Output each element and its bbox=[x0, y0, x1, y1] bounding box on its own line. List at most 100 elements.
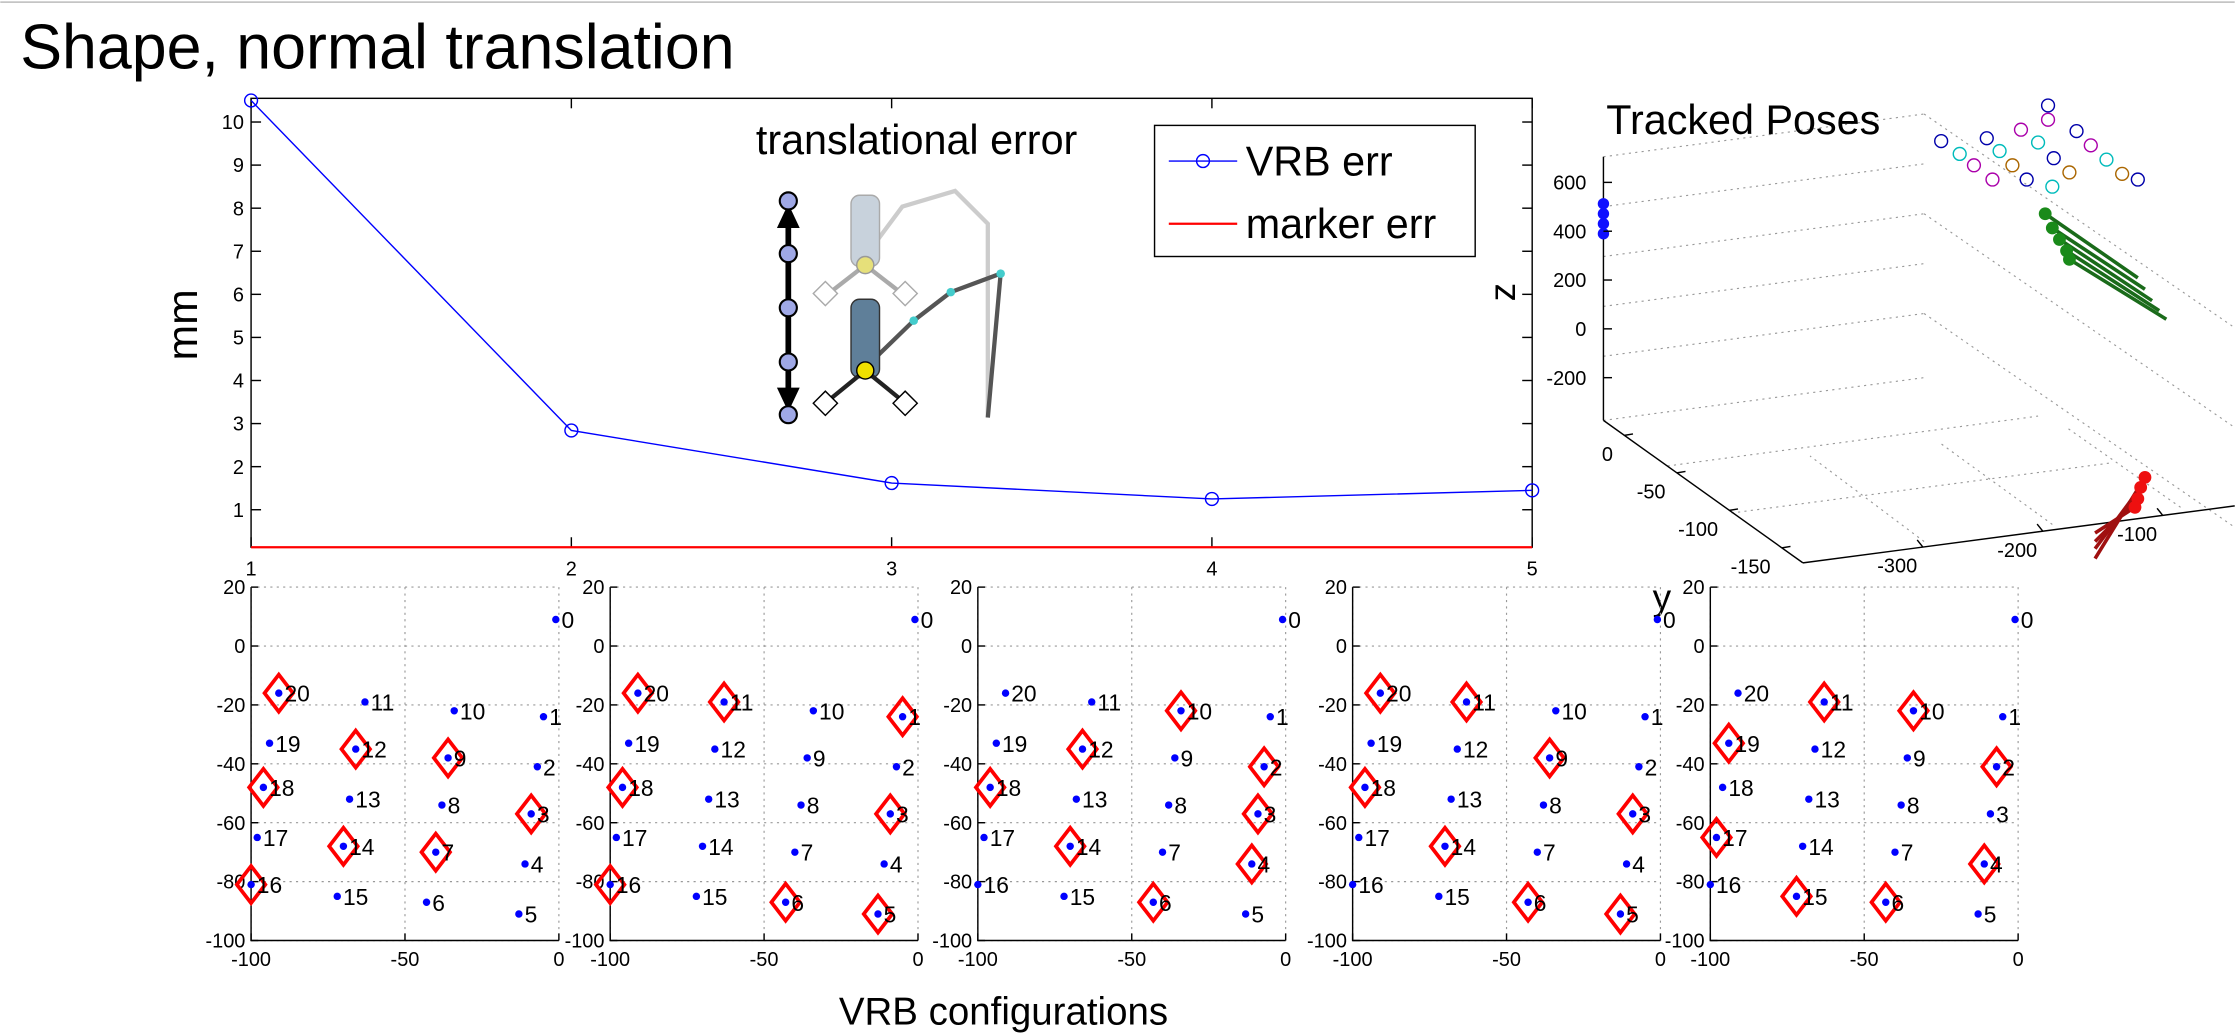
highlight-diamond bbox=[514, 792, 548, 836]
x-tick-label: -50 bbox=[391, 949, 420, 971]
data-point bbox=[612, 833, 621, 842]
data-point bbox=[781, 898, 790, 906]
point-label: 14 bbox=[1076, 834, 1102, 860]
highlight-diamond bbox=[1699, 815, 1734, 860]
data-point bbox=[1355, 833, 1363, 842]
data-point bbox=[1525, 483, 1540, 498]
point-label: 7 bbox=[1901, 840, 1914, 866]
point-label: 11 bbox=[730, 690, 754, 716]
data-point bbox=[1635, 763, 1643, 771]
highlight-diamond bbox=[973, 765, 1007, 809]
data-point bbox=[884, 475, 899, 491]
highlight-diamond bbox=[769, 880, 803, 924]
point-label: 9 bbox=[454, 745, 467, 771]
x-tick-label: -100 bbox=[1678, 519, 1718, 541]
data-point bbox=[1909, 707, 1918, 715]
point-label: 20 bbox=[1011, 681, 1036, 707]
highlight-diamond bbox=[1967, 842, 2001, 886]
data-point bbox=[1718, 783, 1727, 792]
data-point bbox=[1712, 833, 1721, 842]
legend-box bbox=[1153, 124, 1476, 258]
point-label: 20 bbox=[644, 681, 669, 707]
highlight-diamond bbox=[861, 892, 895, 936]
data-point bbox=[898, 712, 907, 721]
y-tick-label: -20 bbox=[576, 695, 605, 717]
point-label: 8 bbox=[807, 793, 820, 819]
data-point bbox=[1453, 745, 1461, 753]
point-label: 10 bbox=[1561, 698, 1586, 724]
data-point bbox=[1278, 615, 1287, 624]
x-tick-label: 2 bbox=[566, 559, 577, 581]
z-axis-label: z bbox=[1481, 283, 1523, 302]
data-point bbox=[1367, 739, 1375, 747]
point-label: 12 bbox=[1821, 737, 1846, 763]
data-point bbox=[1376, 689, 1385, 697]
z-tick-label: 600 bbox=[1553, 173, 1586, 195]
point-label: 4 bbox=[1632, 852, 1645, 878]
axis-line bbox=[250, 587, 559, 942]
point-label: 14 bbox=[1451, 834, 1477, 860]
highlight-diamond bbox=[1712, 721, 1746, 765]
point-label: 18 bbox=[996, 775, 1021, 801]
point-label: 6 bbox=[1534, 890, 1547, 916]
point-label: 19 bbox=[1377, 731, 1402, 757]
point-label: 7 bbox=[801, 840, 814, 866]
x-tick-label: 0 bbox=[912, 949, 923, 971]
y-tick-label: -60 bbox=[943, 813, 972, 835]
point-label: 11 bbox=[371, 690, 395, 716]
highlight-diamond bbox=[593, 863, 627, 907]
point-label: 3 bbox=[1996, 801, 2009, 827]
y-tick-label: -40 bbox=[1676, 754, 1705, 776]
x-tick-label: 3 bbox=[886, 559, 897, 581]
x-tick-label: 1 bbox=[246, 559, 257, 581]
y-tick-label: 4 bbox=[233, 371, 244, 393]
point-label: 3 bbox=[896, 801, 909, 827]
highlight-diamond bbox=[431, 736, 465, 780]
point-label: 5 bbox=[884, 902, 897, 928]
point-label: 11 bbox=[1472, 690, 1496, 716]
data-point bbox=[618, 783, 627, 792]
point-label: 13 bbox=[355, 787, 380, 813]
point-label: 0 bbox=[921, 607, 934, 633]
point-label: 3 bbox=[1638, 801, 1651, 827]
data-point bbox=[1164, 801, 1173, 809]
data-point bbox=[361, 698, 369, 706]
point-label: 7 bbox=[441, 840, 454, 866]
data-point bbox=[624, 739, 633, 747]
data-point bbox=[803, 754, 811, 762]
y-tick-label: -40 bbox=[1318, 754, 1347, 776]
tracked-poses-scene bbox=[1597, 98, 2235, 564]
highlight-diamond bbox=[1053, 824, 1087, 868]
highlight-diamond bbox=[621, 671, 655, 715]
data-point bbox=[1435, 892, 1443, 901]
data-point bbox=[247, 880, 255, 889]
data-point bbox=[1891, 848, 1899, 856]
y-tick-label: -20 bbox=[1676, 695, 1705, 717]
data-point bbox=[1552, 707, 1560, 715]
x-tick-label: -150 bbox=[1731, 557, 1771, 579]
point-label: 12 bbox=[361, 737, 386, 763]
y-tick-label: -20 bbox=[943, 695, 972, 717]
data-point bbox=[1545, 754, 1554, 762]
data-point bbox=[1066, 842, 1074, 850]
data-point bbox=[1980, 860, 1988, 868]
y-tick-label: -100 bbox=[2117, 524, 2157, 546]
point-label: 14 bbox=[1808, 834, 1834, 860]
data-point bbox=[1903, 754, 1912, 762]
highlight-diamond bbox=[339, 727, 373, 771]
point-label: 3 bbox=[537, 801, 550, 827]
highlight-diamond bbox=[1428, 824, 1462, 868]
x-tick-label: -100 bbox=[1333, 949, 1373, 971]
data-point bbox=[1361, 783, 1369, 792]
data-point bbox=[1629, 810, 1637, 818]
highlight-diamond bbox=[262, 671, 296, 715]
y-tick-label: -100 bbox=[1665, 931, 1705, 953]
data-point bbox=[1999, 712, 2007, 721]
point-label: 15 bbox=[1070, 884, 1095, 910]
x-tick bbox=[1729, 508, 1739, 512]
point-label: 10 bbox=[819, 698, 844, 724]
data-point bbox=[432, 848, 440, 856]
data-point bbox=[444, 754, 452, 762]
x-tick-label: -100 bbox=[231, 949, 271, 971]
point-label: 14 bbox=[349, 834, 375, 860]
